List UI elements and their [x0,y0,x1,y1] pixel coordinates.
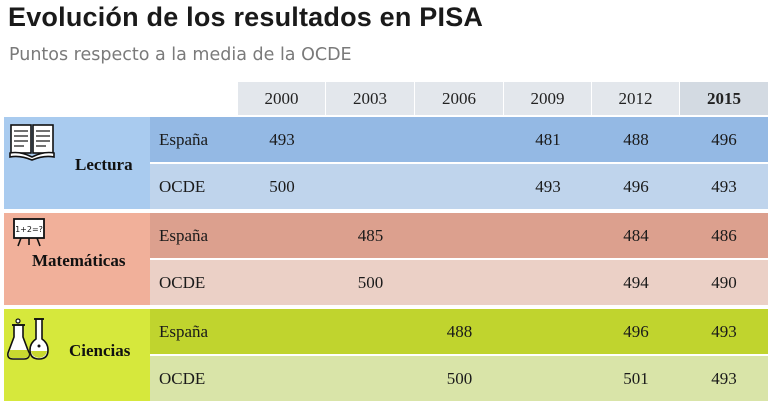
column-header: 2015 [680,82,768,115]
value-cell: 481 [504,117,592,162]
value-cell: 493 [504,164,592,209]
row-label: OCDE [150,356,238,401]
value-cell: 484 [592,213,680,258]
row-label: España [150,213,238,258]
value-cell: 493 [680,309,768,354]
empty-cell [504,309,592,354]
empty-cell [415,260,504,305]
column-header: 2000 [238,82,325,115]
value-cell: 490 [680,260,768,305]
category-label: Ciencias [69,341,131,360]
empty-cell [415,213,504,258]
row-label: España [150,309,238,354]
value-cell: 500 [326,260,415,305]
empty-cell [415,164,504,209]
value-cell: 488 [415,309,504,354]
value-cell: 485 [326,213,415,258]
value-cell: 496 [592,164,680,209]
value-cell: 493 [238,117,326,162]
row-label: España [150,117,238,162]
empty-cell [504,356,592,401]
value-cell: 488 [592,117,680,162]
category-ciencias: Ciencias [4,309,150,401]
value-cell: 501 [592,356,680,401]
book-icon [8,121,56,166]
empty-cell [238,260,326,305]
svg-text:1+2=?: 1+2=? [15,225,43,234]
value-cell: 500 [238,164,326,209]
empty-cell [238,309,326,354]
chart-title: Evolución de los resultados en PISA [8,2,484,32]
value-cell: 500 [415,356,504,401]
value-cell: 496 [592,309,680,354]
value-cell: 493 [680,356,768,401]
column-header: 2003 [326,82,414,115]
blackboard-icon: 1+2=? [12,217,46,252]
flask-icon [6,317,52,366]
empty-cell [504,260,592,305]
category-label: Lectura [75,155,133,174]
empty-cell [415,117,504,162]
category-matematicas: 1+2=? Matemáticas [4,213,150,305]
pisa-results-table: 2000 2003 2006 2009 2012 2015 Lectura España 493… [0,82,768,405]
row-label: OCDE [150,260,238,305]
chart-subtitle: Puntos respecto a la media de la OCDE [9,45,352,65]
category-label: Matemáticas [32,251,126,270]
value-cell: 493 [680,164,768,209]
column-header: 2012 [592,82,679,115]
empty-cell [238,213,326,258]
value-cell: 496 [680,117,768,162]
empty-cell [326,356,415,401]
column-header: 2009 [504,82,591,115]
value-cell: 494 [592,260,680,305]
category-lectura: Lectura [4,117,150,209]
column-header: 2006 [415,82,503,115]
empty-cell [326,164,415,209]
empty-cell [504,213,592,258]
empty-cell [326,309,415,354]
row-label: OCDE [150,164,238,209]
empty-cell [238,356,326,401]
empty-cell [326,117,415,162]
value-cell: 486 [680,213,768,258]
